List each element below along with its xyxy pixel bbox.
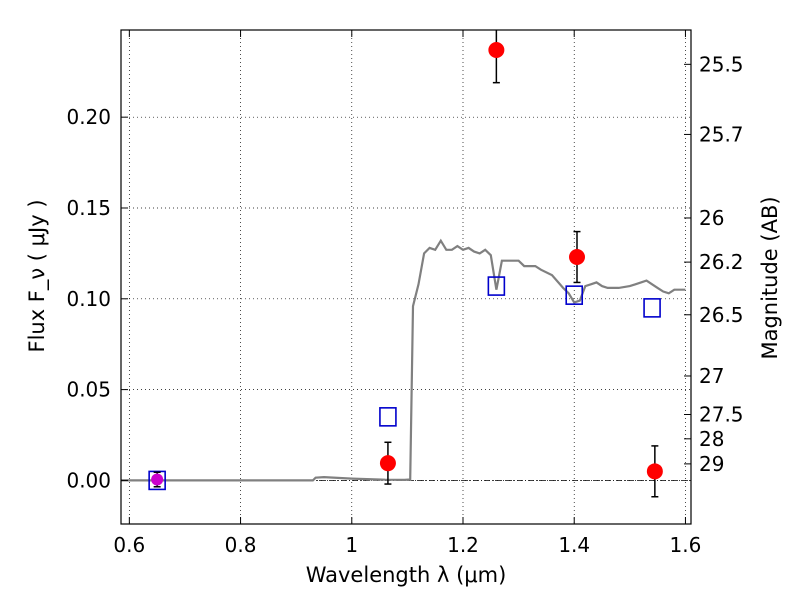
- observed-photometry-points: [151, 30, 663, 498]
- observed-point: [646, 463, 663, 480]
- y-tick-label: 0.00: [66, 468, 111, 492]
- y2-tick-label: 26.5: [699, 303, 744, 327]
- x-tick-label: 0.6: [113, 533, 145, 557]
- y2-tick-label: 29: [699, 452, 724, 476]
- model-photometry-square: [487, 276, 506, 296]
- observed-point: [488, 41, 505, 58]
- model-photometry-square: [565, 285, 584, 305]
- y2-tick-label: 26: [699, 206, 724, 230]
- x-axis-label: Wavelength λ (μm): [306, 563, 507, 587]
- y2-tick-label: 27: [699, 364, 724, 388]
- y2-axis-label: Magnitude (AB): [758, 196, 782, 359]
- y-tick-label: 0.10: [66, 287, 111, 311]
- model-photometry-square: [148, 470, 166, 491]
- x-tick-label: 1.6: [670, 533, 702, 557]
- y2-tick-label: 25.7: [699, 122, 744, 146]
- y2-tick-label: 25.5: [699, 52, 744, 76]
- y-tick-label: 0.20: [66, 105, 111, 129]
- tick-labels: 0.6 0.8 1 1.2 1.4 1.6 0.00 0.05 0.10 0.15 0.20 25.5…: [66, 52, 743, 557]
- y2-tick-label: 26.2: [699, 250, 744, 274]
- model-photometry-points: [148, 276, 661, 491]
- model-photometry-square: [379, 407, 397, 427]
- x-tick-label: 0.8: [225, 533, 257, 557]
- observed-point: [379, 455, 396, 472]
- observed-point: [151, 473, 164, 486]
- y2-tick-label: 27.5: [699, 402, 744, 426]
- x-tick-label: 1.2: [447, 533, 479, 557]
- y-tick-label: 0.05: [66, 378, 111, 402]
- plot-frame: [120, 29, 692, 525]
- model-spectrum: [121, 238, 686, 482]
- y-tick-label: 0.15: [66, 196, 111, 220]
- model-photometry-square: [643, 298, 661, 318]
- model-spectrum-line: [121, 238, 686, 482]
- axis-ticks: [121, 30, 691, 524]
- x-tick-label: 1.4: [558, 533, 590, 557]
- x-tick-label: 1: [345, 533, 358, 557]
- y-axis-label: Flux F_ν ( μJy ): [25, 199, 50, 352]
- y2-tick-label: 28: [699, 427, 724, 451]
- observed-point: [569, 249, 585, 266]
